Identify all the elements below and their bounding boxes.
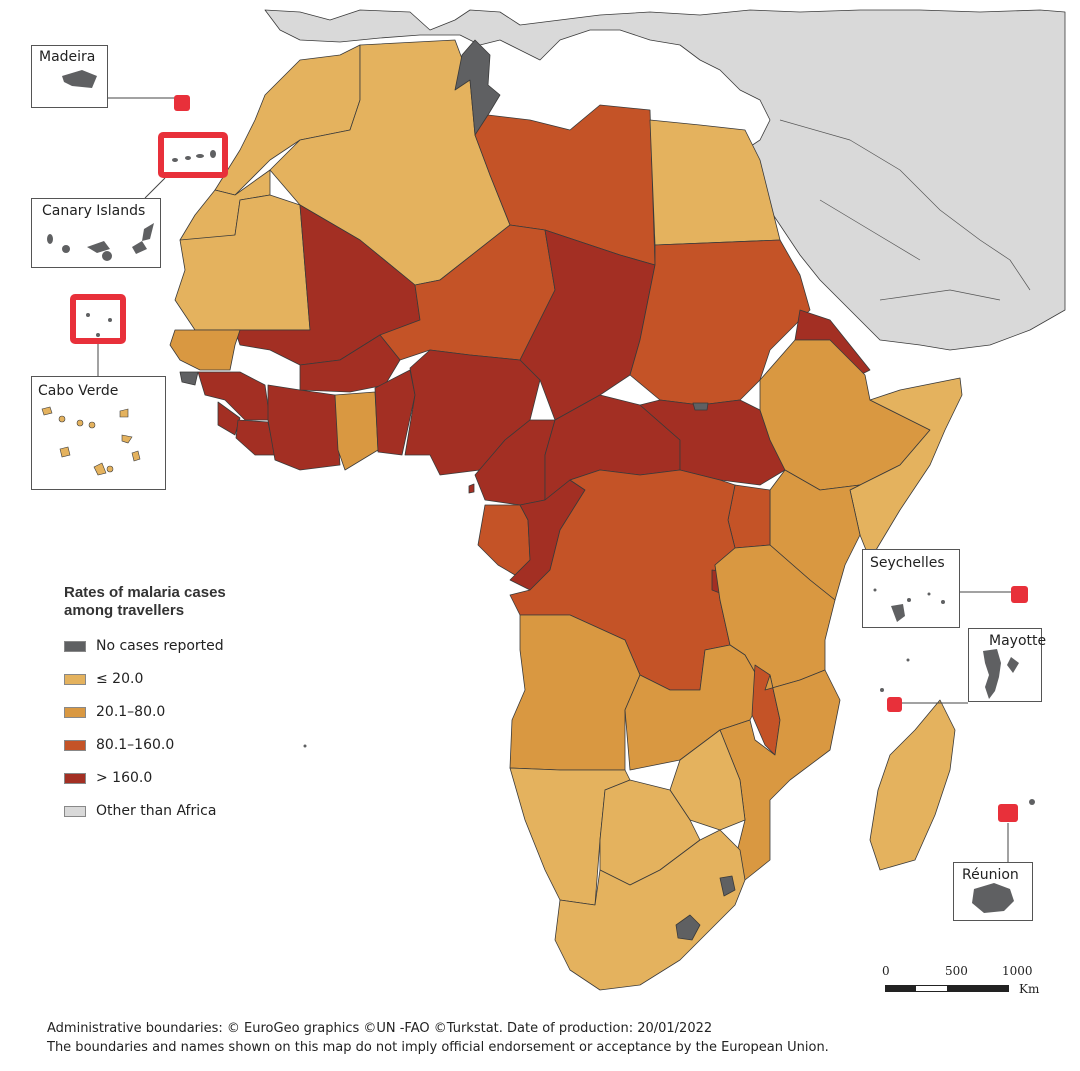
cabo-verde-inset: Cabo Verde	[31, 376, 166, 490]
scale-bar: 0 500 1000 Km	[882, 964, 1039, 1000]
island-dot	[303, 744, 307, 748]
legend-label: No cases reported	[96, 638, 224, 654]
region-other-than-africa	[264, 9, 1066, 351]
madeira-label: Madeira	[39, 49, 96, 65]
legend-title: Rates of malaria cases among travellers	[64, 584, 226, 619]
seychelles-islands	[873, 588, 945, 622]
region-uganda	[727, 484, 771, 549]
scale-bar-segment	[947, 985, 1009, 992]
legend-item-20-80: 20.1–80.0	[64, 704, 165, 720]
reunion-highlight	[998, 804, 1018, 822]
legend-swatch	[64, 673, 86, 685]
scale-unit: Km	[1019, 982, 1040, 996]
seychelles-label: Seychelles	[870, 555, 945, 571]
legend-swatch	[64, 772, 86, 784]
legend: Rates of malaria cases among travellers …	[64, 584, 324, 819]
island-dot	[906, 658, 910, 662]
region-togo-benin	[374, 369, 416, 456]
region-gabon-eq-guinea	[477, 504, 531, 576]
cabo-verde-highlight	[70, 294, 126, 344]
legend-item-no-cases: No cases reported	[64, 638, 224, 654]
canary-islands	[47, 223, 154, 261]
seychelles-highlight	[1011, 586, 1028, 603]
canary-connector	[144, 177, 166, 199]
legend-swatch	[64, 640, 86, 652]
mayotte-label: Mayotte	[989, 633, 1047, 649]
cabo-verde-label: Cabo Verde	[38, 383, 119, 399]
canary-inset: Canary Islands	[31, 198, 161, 268]
mayotte-island	[983, 649, 1019, 699]
region-lesotho	[675, 914, 701, 941]
region-guinea-bissau	[179, 371, 199, 386]
mayotte-inset: Mayotte	[968, 628, 1046, 702]
region-eswatini	[719, 875, 736, 897]
reunion-inset: Réunion	[953, 862, 1033, 921]
legend-item-gt160: > 160.0	[64, 770, 152, 786]
island-comoros	[880, 688, 884, 692]
region-ghana	[334, 391, 379, 471]
seychelles-inset: Seychelles	[862, 549, 960, 628]
madeira-highlight	[174, 95, 190, 111]
region-senegal	[169, 329, 241, 371]
region-guinea	[197, 371, 271, 421]
footer-credits: Administrative boundaries: © EuroGeo gra…	[47, 1019, 829, 1057]
region-south-sudan-abyei	[692, 402, 709, 411]
madeira-inset: Madeira	[31, 45, 108, 108]
mayotte-highlight	[887, 697, 902, 712]
canary-highlight	[158, 132, 228, 178]
madeira-island	[62, 70, 97, 88]
legend-label: Other than Africa	[96, 803, 217, 819]
region-sudan	[629, 239, 811, 406]
region-south-africa	[554, 829, 746, 991]
legend-label: ≤ 20.0	[96, 671, 144, 687]
reunion-label: Réunion	[962, 867, 1019, 883]
region-madagascar	[869, 699, 956, 871]
legend-item-80-160: 80.1–160.0	[64, 737, 174, 753]
legend-item-other: Other than Africa	[64, 803, 216, 819]
scale-tick-500: 500	[945, 964, 968, 978]
legend-swatch	[64, 706, 86, 718]
canary-label: Canary Islands	[42, 203, 146, 219]
scale-tick-1000: 1000	[1002, 964, 1033, 978]
region-burkina-faso	[299, 334, 401, 393]
region-liberia	[235, 419, 276, 456]
region-sierra-leone	[217, 401, 241, 436]
island-reunion-dot	[1029, 799, 1035, 805]
region-bioko	[468, 483, 475, 494]
legend-label: 80.1–160.0	[96, 737, 175, 753]
footer-line-2: The boundaries and names shown on this m…	[47, 1040, 829, 1055]
legend-label: > 160.0	[96, 770, 153, 786]
scale-tick-0: 0	[882, 964, 890, 978]
legend-label: 20.1–80.0	[96, 704, 166, 720]
reunion-island	[972, 883, 1014, 913]
scale-bar-segment	[885, 985, 916, 992]
region-cote-divoire	[267, 384, 341, 471]
legend-item-le20: ≤ 20.0	[64, 671, 143, 687]
region-angola	[509, 614, 641, 771]
cabo-verde-islands	[41, 406, 141, 476]
footer-line-1: Administrative boundaries: © EuroGeo gra…	[47, 1021, 713, 1036]
legend-swatch	[64, 805, 86, 817]
legend-swatch	[64, 739, 86, 751]
region-tunisia	[454, 39, 501, 136]
